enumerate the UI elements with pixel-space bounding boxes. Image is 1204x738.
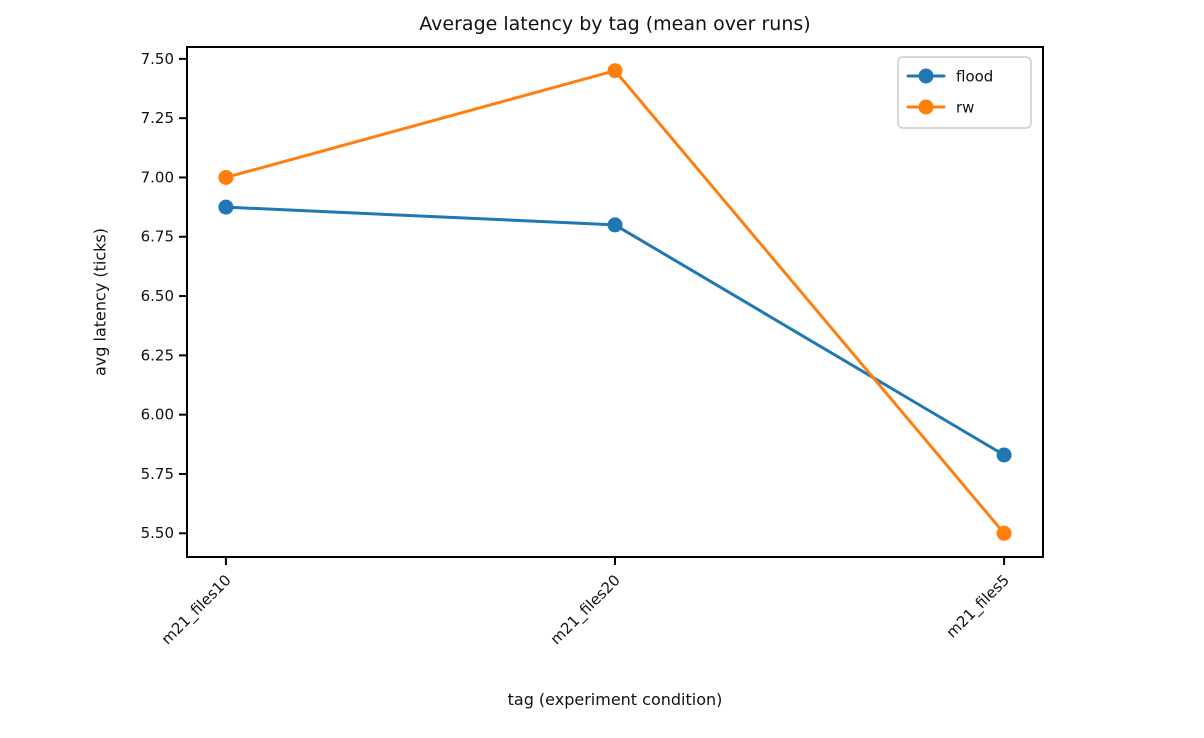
chart-title: Average latency by tag (mean over runs) [419,13,811,35]
data-point-rw-m21_files5 [996,525,1012,541]
x-axis-label: tag (experiment condition) [507,690,723,709]
legend-label-rw: rw [956,98,974,116]
data-point-rw-m21_files20 [607,63,623,79]
series-line-flood [224,205,1006,457]
y-tick-label: 7.25 [141,109,174,127]
legend-label-flood: flood [956,67,993,85]
data-point-flood-m21_files5 [996,447,1012,463]
y-tick-label: 5.50 [141,524,174,542]
y-tick-label: 6.00 [141,406,174,424]
y-tick-label: 6.75 [141,228,174,246]
y-tick-label: 6.25 [141,346,174,364]
data-point-rw-m21_files10 [218,169,234,185]
y-tick-label: 7.50 [141,50,174,68]
series-line-rw [224,69,1006,535]
y-tick-label: 6.50 [141,287,174,305]
y-tick-label: 5.75 [141,465,174,483]
x-tick-label: m21_files10 [158,571,236,649]
legend-sample-marker-rw [918,99,934,115]
data-point-flood-m21_files10 [218,199,234,215]
data-point-flood-m21_files20 [607,217,623,233]
legend-sample-marker-flood [918,68,934,84]
x-tick-label: m21_files20 [547,571,625,649]
y-tick-label: 7.00 [141,168,174,186]
x-tick-label: m21_files5 [943,571,1014,642]
